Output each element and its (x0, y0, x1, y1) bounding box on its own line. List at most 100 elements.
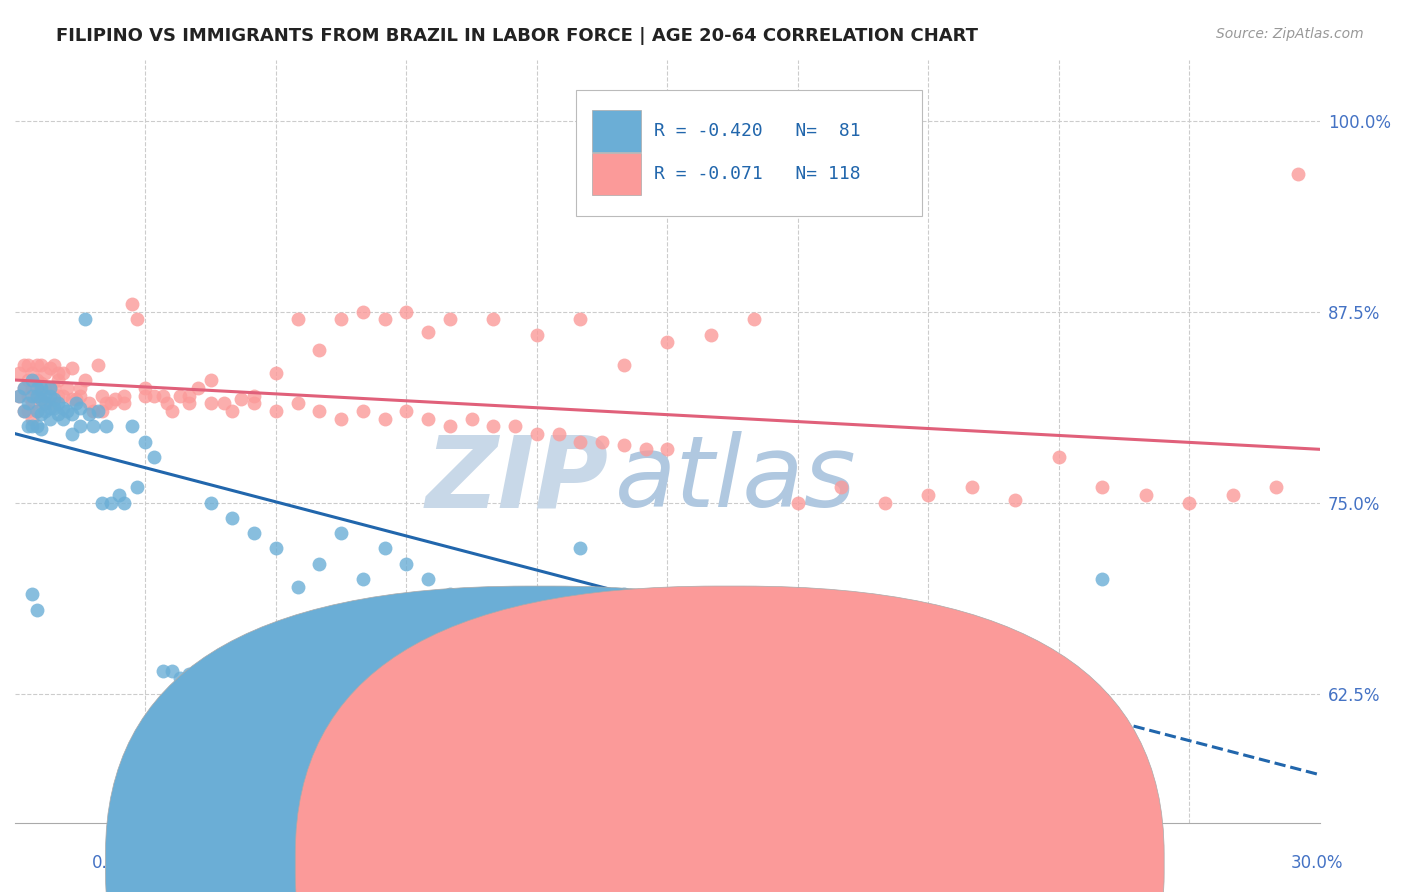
Point (13, 404, 35, 418)
Point (82, 404, 104, 418)
Point (91, 404, 114, 418)
Point (439, 312, 461, 326)
Point (21, 381, 44, 395)
Point (13, 404, 35, 418)
Point (1091, 572, 1114, 586)
Point (960, 480, 983, 494)
Text: FILIPINO VS IMMIGRANTS FROM BRAZIL IN LABOR FORCE | AGE 20-64 CORRELATION CHART: FILIPINO VS IMMIGRANTS FROM BRAZIL IN LA… (56, 27, 979, 45)
Text: R = -0.420   N=  81: R = -0.420 N= 81 (654, 121, 860, 140)
Point (86, 358, 108, 372)
Point (917, 656, 939, 670)
Point (352, 572, 374, 586)
Point (152, 389, 174, 403)
FancyBboxPatch shape (592, 153, 641, 195)
Point (1047, 450, 1070, 464)
Point (482, 419, 505, 434)
Point (65, 392, 87, 406)
Point (112, 396, 135, 410)
Point (330, 526, 353, 541)
Point (34, 396, 56, 410)
Point (287, 396, 309, 410)
Text: Source: ZipAtlas.com: Source: ZipAtlas.com (1216, 27, 1364, 41)
Point (44, 381, 66, 395)
Point (830, 480, 852, 494)
Point (700, 327, 723, 342)
Point (243, 396, 266, 410)
Point (917, 488, 939, 502)
Point (34, 366, 56, 380)
Point (25, 389, 48, 403)
Point (60, 361, 83, 376)
Point (243, 526, 266, 541)
Point (243, 389, 266, 403)
Point (60, 392, 83, 406)
Point (1091, 480, 1114, 494)
Point (17, 419, 39, 434)
Point (30, 381, 52, 395)
Point (308, 557, 330, 571)
Point (264, 404, 287, 418)
Point (69, 389, 91, 403)
Text: atlas: atlas (616, 431, 856, 528)
Point (60, 407, 83, 421)
Point (25, 404, 48, 418)
Point (613, 437, 636, 451)
Point (30, 358, 52, 372)
Point (873, 640, 896, 655)
Point (17, 404, 39, 418)
Point (21, 396, 44, 410)
Point (25, 358, 48, 372)
Point (169, 671, 191, 685)
Point (30, 407, 52, 421)
Point (569, 312, 592, 326)
Point (38, 361, 60, 376)
Point (30, 392, 52, 406)
Point (25, 381, 48, 395)
Point (100, 396, 122, 410)
Point (38, 401, 60, 415)
Point (13, 381, 35, 395)
Point (38, 381, 60, 395)
Text: 30.0%: 30.0% (1291, 855, 1343, 872)
Point (30, 392, 52, 406)
Point (657, 602, 679, 616)
Point (34, 381, 56, 395)
Point (17, 396, 39, 410)
Point (56, 381, 79, 395)
Point (21, 373, 44, 387)
Point (8, 389, 31, 403)
Point (742, 312, 765, 326)
Point (460, 411, 482, 425)
Point (121, 297, 143, 311)
Point (108, 488, 131, 502)
Text: Filipinos: Filipinos (564, 854, 630, 871)
Point (25, 373, 48, 387)
Point (91, 389, 114, 403)
Point (1265, 480, 1288, 494)
Point (134, 381, 156, 395)
Point (352, 404, 374, 418)
Point (482, 602, 505, 616)
Point (38, 389, 60, 403)
Point (44, 401, 66, 415)
Point (77, 407, 100, 421)
Point (1135, 488, 1157, 502)
Point (418, 572, 440, 586)
Point (287, 580, 309, 594)
Point (73, 312, 96, 326)
Point (439, 419, 461, 434)
Point (38, 411, 60, 425)
Point (44, 392, 66, 406)
Text: ZIP: ZIP (426, 431, 609, 528)
Point (374, 541, 396, 556)
Point (86, 404, 108, 418)
Point (25, 389, 48, 403)
Point (200, 396, 222, 410)
Point (1178, 496, 1201, 510)
Point (503, 419, 526, 434)
Point (96, 396, 118, 410)
Point (48, 366, 70, 380)
Point (786, 496, 808, 510)
Point (134, 434, 156, 449)
Point (634, 442, 657, 457)
